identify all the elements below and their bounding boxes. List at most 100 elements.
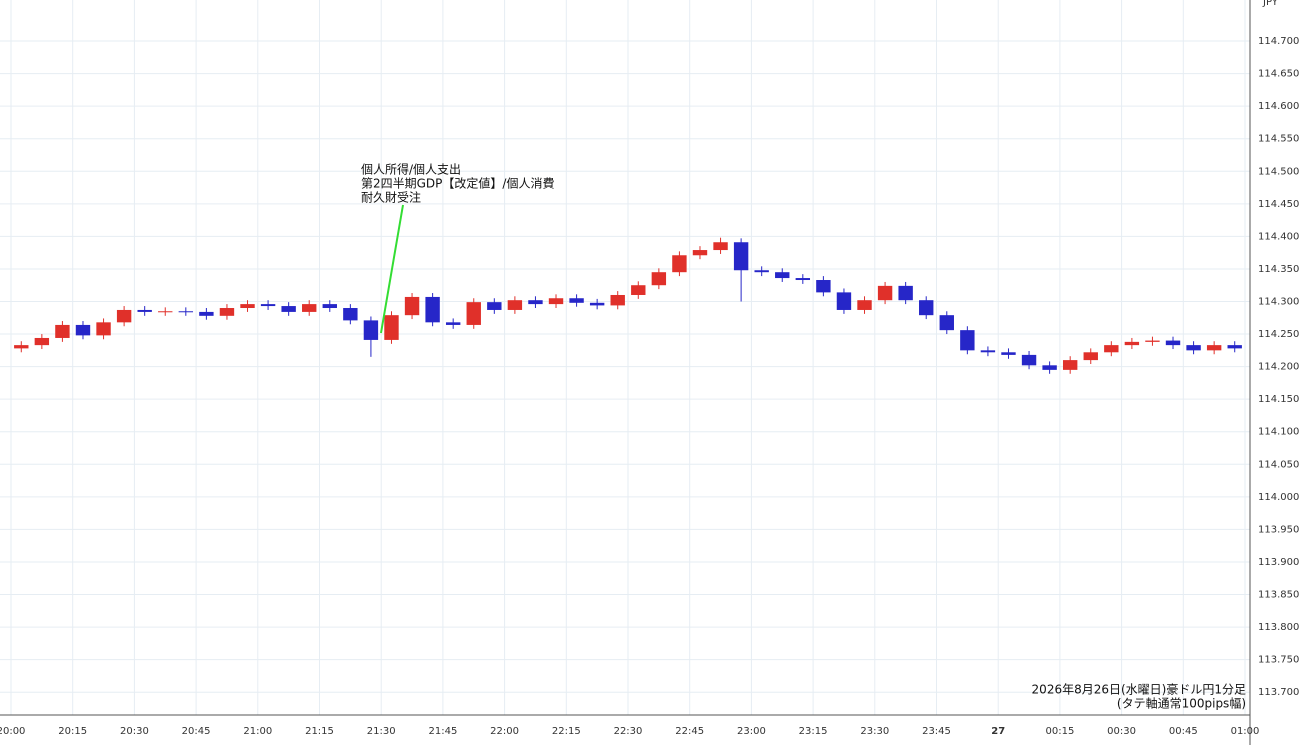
candle-body [528,300,543,305]
candle-body [692,250,708,256]
grid [0,0,1250,715]
candle-body [487,302,502,310]
x-tick-label: 00:45 [1169,726,1198,737]
candle-body [795,278,811,281]
candle-body [75,324,91,336]
y-tick-label: 113.950 [1258,524,1299,535]
candle-body [1062,360,1078,370]
candle-body [425,296,440,323]
y-tick-label: 114.600 [1258,101,1299,112]
x-tick-label: 22:15 [552,726,581,737]
y-tick-label: 114.100 [1258,427,1299,438]
x-tick-label: 23:45 [922,726,951,737]
candle-body [260,304,276,307]
candle-body [302,304,317,312]
candle-body [713,242,728,251]
candle-body [281,306,296,312]
candle-body [569,298,584,303]
candle-body [960,330,975,351]
y-tick-label: 114.650 [1258,69,1299,80]
y-tick-label: 114.150 [1258,394,1299,405]
candle-body [96,322,111,336]
x-tick-label: 22:30 [614,726,643,737]
x-tick-label: 27 [991,726,1005,737]
candle-body [445,322,461,325]
candle-body [548,298,564,305]
candle-body [404,296,420,316]
candle-body [980,350,996,353]
candle-body [733,242,749,271]
candle-body [919,300,934,316]
y-tick-label: 114.200 [1258,362,1299,373]
x-tick-label: 21:00 [243,726,272,737]
candles [14,237,1242,374]
x-tick-label: 20:15 [58,726,87,737]
candle-body [857,300,872,310]
candle-body [1206,345,1222,351]
candle-body [1165,340,1181,346]
annotation-pointer [380,204,404,334]
candle-body [137,309,152,312]
candle-body [158,311,173,313]
x-tick-label: 00:30 [1107,726,1136,737]
candle-body [589,302,605,306]
x-axis-panel [0,715,1300,745]
y-tick-label: 114.400 [1258,231,1299,242]
candle-body [610,294,625,306]
x-tick-label: 20:45 [182,726,211,737]
candle-body [34,337,50,346]
candle-body [116,309,132,323]
note-line: (タテ軸通常100pips幅) [1117,696,1246,711]
y-tick-label: 114.250 [1258,329,1299,340]
annotation-line: 耐久財受注 [361,190,421,205]
candle-body [1186,345,1201,351]
candle-body [754,270,769,273]
x-tick-label: 00:15 [1045,726,1074,737]
y-tick-label: 114.450 [1258,199,1299,210]
x-tick-label: 21:15 [305,726,334,737]
y-tick-label: 114.550 [1258,134,1299,145]
y-axis-panel [1250,0,1300,745]
y-tick-label: 113.700 [1258,687,1299,698]
x-tick-label: 01:00 [1231,726,1260,737]
x-tick-label: 20:30 [120,726,149,737]
x-tick-label: 21:30 [367,726,396,737]
axes: 113.700 113.750 113.800 113.850 113.900 113.9… [0,36,1299,737]
candle-body [55,324,70,338]
x-tick-label: 22:45 [675,726,704,737]
y-tick-label: 114.050 [1258,459,1299,470]
candle-body [816,280,831,293]
x-tick-label: 23:00 [737,726,766,737]
candle-body [343,308,358,321]
annotation-line: 個人所得/個人支出 [361,162,461,177]
candle-body [1104,345,1119,353]
candle-body [1124,341,1140,346]
candle-body [1227,345,1242,349]
x-tick-label: 22:00 [490,726,519,737]
x-tick-label: 23:15 [799,726,828,737]
y-tick-label: 114.300 [1258,296,1299,307]
candle-body [631,285,646,295]
x-tick-label: 21:45 [428,726,457,737]
candle-body [507,300,523,310]
candle-body [672,255,687,273]
y-tick-label: 114.500 [1258,166,1299,177]
candle-body [322,304,337,309]
candle-body [1021,354,1037,366]
y-tick-label: 114.350 [1258,264,1299,275]
note-line: 2026年8月26日(水曜日)豪ドル円1分足 [1032,682,1246,697]
candle-body [1042,365,1057,370]
candle-body [219,308,235,316]
candle-body [1145,340,1160,342]
candle-body [384,315,399,340]
candle-body [178,311,194,313]
candle-body [939,315,954,331]
y-tick-label: 113.800 [1258,622,1299,633]
y-tick-label: 114.700 [1258,36,1299,47]
candle-body [1001,352,1016,355]
y-tick-label: 113.750 [1258,655,1299,666]
y-tick-label: 113.850 [1258,590,1299,601]
candle-body [898,285,913,301]
candle-body [1083,352,1098,361]
